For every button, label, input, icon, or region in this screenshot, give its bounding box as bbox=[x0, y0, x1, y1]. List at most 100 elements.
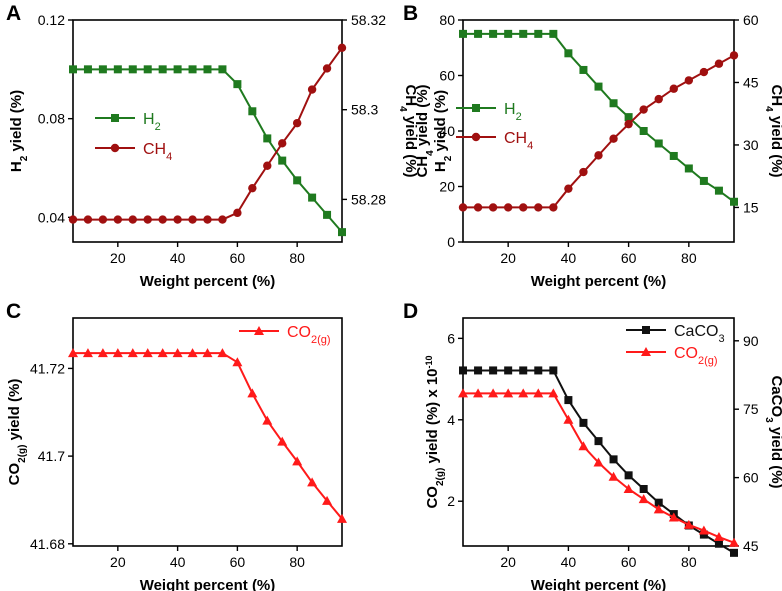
data-point bbox=[202, 348, 213, 358]
data-point bbox=[504, 29, 513, 38]
data-point bbox=[564, 184, 573, 193]
data-point bbox=[473, 388, 484, 398]
data-point bbox=[609, 134, 618, 143]
y-left-tick-label: 80 bbox=[439, 12, 455, 28]
data-point bbox=[187, 348, 198, 358]
legend-label-sub: 2(g) bbox=[698, 355, 718, 367]
data-point bbox=[518, 388, 529, 398]
data-point bbox=[639, 105, 648, 114]
data-point bbox=[83, 65, 92, 74]
data-point bbox=[579, 167, 588, 177]
series-co2-g-: CO2(g) bbox=[458, 345, 739, 547]
data-point bbox=[158, 215, 167, 224]
x-tick-label: 40 bbox=[170, 554, 186, 570]
data-point bbox=[218, 215, 227, 224]
y-left-tick-label: 40 bbox=[439, 123, 455, 139]
data-point bbox=[337, 513, 347, 523]
y-left-axis-label-2-rest: yield (%) bbox=[432, 90, 449, 156]
data-point bbox=[578, 441, 589, 451]
x-axis-label: Weight percent (%) bbox=[140, 577, 276, 591]
data-point bbox=[638, 494, 649, 504]
y-left-axis-label-2: H2 yield (%) bbox=[432, 90, 454, 172]
data-point bbox=[82, 348, 93, 358]
data-point bbox=[594, 151, 603, 160]
data-point bbox=[714, 539, 723, 548]
legend-label-sub: 3 bbox=[718, 333, 724, 345]
y-left-tick-label: 2 bbox=[447, 493, 455, 509]
data-point bbox=[623, 484, 634, 493]
y-left-axis-label-sub: 2 bbox=[19, 155, 30, 161]
y-right-tick-label: 45 bbox=[743, 538, 759, 554]
y-right-axis-label-base: CH bbox=[402, 84, 419, 106]
data-point bbox=[729, 51, 739, 60]
data-point bbox=[519, 203, 528, 212]
data-point bbox=[263, 161, 272, 170]
plot-frame bbox=[462, 317, 735, 547]
x-axis-label: Weight percent (%) bbox=[531, 577, 667, 591]
y-left-axis-label-base: H bbox=[8, 161, 25, 172]
data-point bbox=[143, 215, 152, 224]
x-tick-label: 80 bbox=[289, 554, 305, 570]
x-tick-label: 60 bbox=[230, 554, 246, 570]
panel-label: D bbox=[403, 300, 418, 323]
data-point bbox=[684, 76, 694, 85]
y-left-axis-label: CH4 yield (%) bbox=[414, 84, 436, 177]
data-point bbox=[730, 548, 738, 557]
legend-label-sub: 4 bbox=[527, 140, 533, 152]
data-point bbox=[684, 164, 693, 173]
series-ch4: CH4 bbox=[68, 43, 347, 224]
data-point bbox=[83, 215, 93, 224]
data-point bbox=[489, 29, 498, 38]
x-tick-label: 40 bbox=[561, 554, 577, 570]
y-right-axis-label-sub: 4 bbox=[764, 106, 775, 112]
x-tick-label: 20 bbox=[110, 554, 126, 570]
data-point bbox=[69, 65, 77, 74]
data-point bbox=[654, 139, 663, 148]
y-right-axis-label: CH4 yield (%) bbox=[764, 84, 782, 177]
legend-label-base: CO bbox=[287, 324, 311, 341]
x-tick-label: 20 bbox=[500, 250, 516, 266]
data-point bbox=[489, 366, 498, 375]
x-tick-label: 40 bbox=[170, 250, 186, 266]
data-point bbox=[594, 437, 603, 446]
data-point bbox=[158, 65, 167, 74]
y-left-axis-label-rest: yield (%) bbox=[6, 379, 23, 445]
legend-label: H2 bbox=[143, 111, 161, 133]
data-point bbox=[248, 183, 257, 193]
data-point bbox=[459, 366, 467, 375]
y-left-tick-label: 41.7 bbox=[38, 448, 65, 464]
y-right-tick-label: 58.28 bbox=[351, 191, 386, 207]
legend-label-base: H bbox=[504, 101, 516, 118]
data-point bbox=[157, 348, 168, 358]
legend-marker bbox=[111, 114, 119, 122]
data-point bbox=[128, 215, 137, 224]
legend-label-base: CaCO bbox=[674, 323, 718, 340]
data-point bbox=[473, 203, 483, 212]
data-point bbox=[127, 348, 138, 358]
data-point bbox=[730, 197, 738, 206]
data-point bbox=[698, 525, 709, 535]
data-point bbox=[292, 456, 303, 466]
data-point bbox=[564, 49, 573, 58]
data-point bbox=[593, 457, 604, 467]
data-point bbox=[98, 65, 107, 74]
data-point bbox=[113, 215, 123, 224]
data-point bbox=[683, 519, 694, 529]
data-point bbox=[128, 65, 137, 74]
y-left-axis-label-2-sub: 2 bbox=[443, 155, 454, 161]
data-point bbox=[699, 67, 709, 77]
x-axis-label: Weight percent (%) bbox=[140, 273, 276, 290]
legend-label: CH4 bbox=[504, 130, 533, 152]
y-left-axis-label-sub: 4 bbox=[425, 150, 436, 156]
data-point bbox=[699, 176, 708, 185]
series-line bbox=[73, 47, 343, 221]
plot-frame bbox=[72, 317, 343, 547]
legend-marker bbox=[254, 326, 264, 335]
y-left-axis-label-sup: -10 bbox=[424, 355, 434, 368]
data-point bbox=[608, 471, 619, 481]
data-point bbox=[97, 348, 108, 358]
legend-label: CO2(g) bbox=[674, 345, 718, 367]
y-right-tick-label: 15 bbox=[743, 199, 759, 215]
data-point bbox=[172, 348, 183, 358]
